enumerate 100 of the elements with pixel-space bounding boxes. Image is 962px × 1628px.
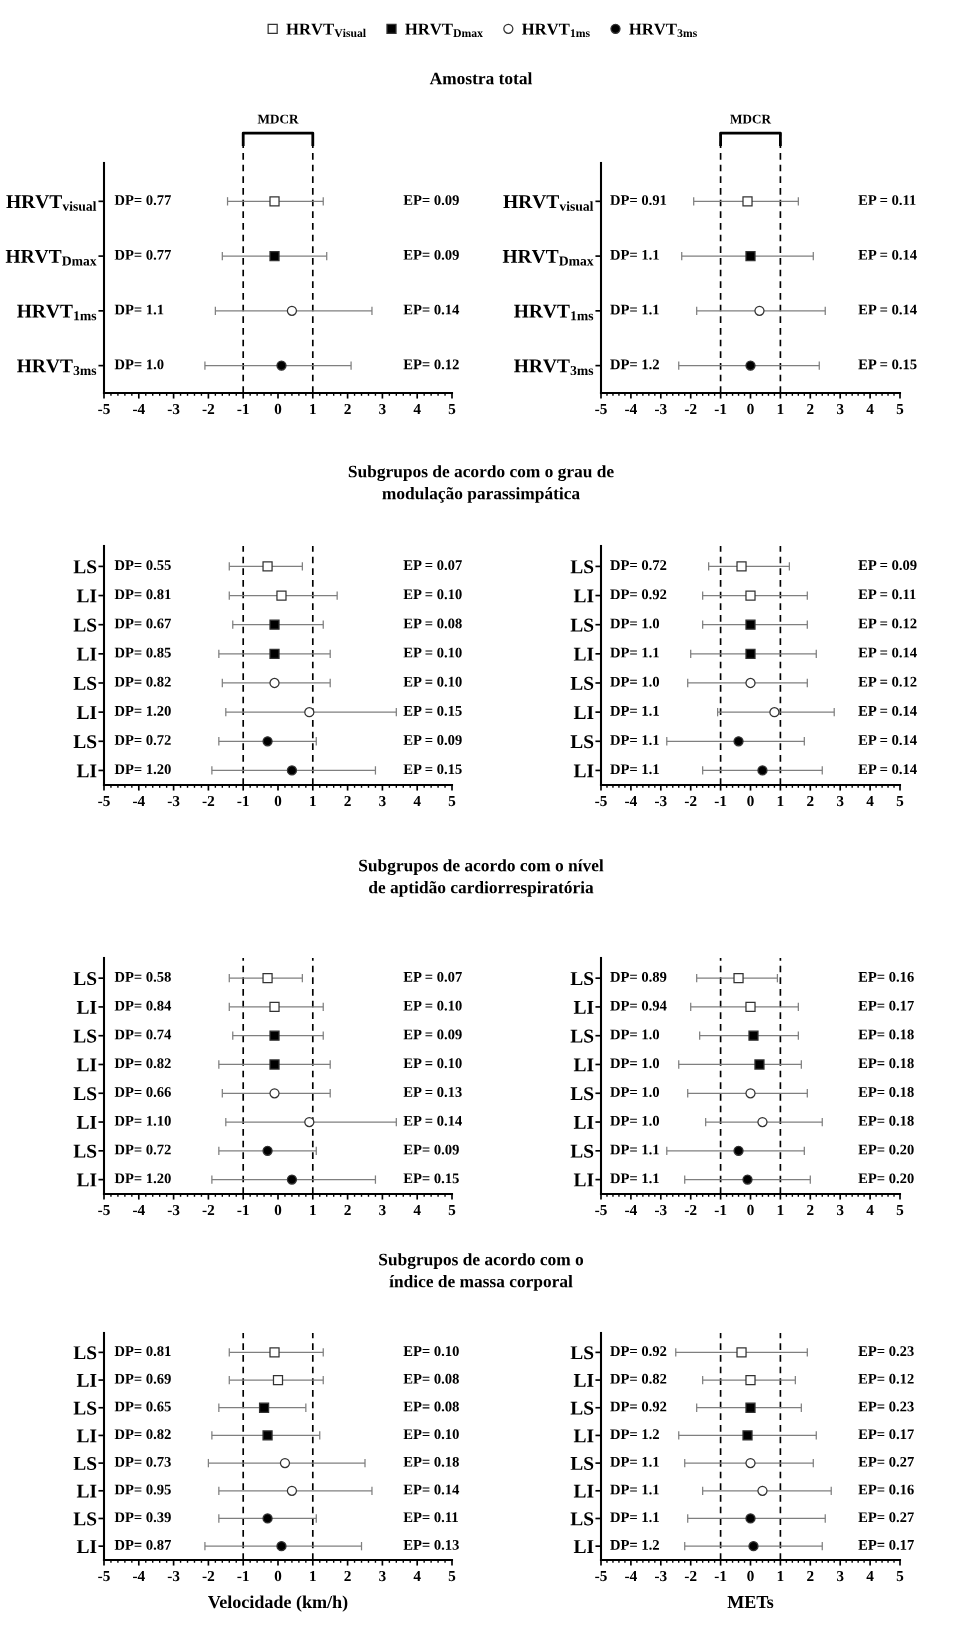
- y-tick-label: LS: [73, 1029, 97, 1043]
- annotation: EP = 0.14: [858, 647, 917, 658]
- x-tick-label: -5: [595, 796, 607, 807]
- annotation: EP = 0.11: [858, 589, 916, 600]
- x-tick-label: 4: [413, 403, 421, 415]
- y-tick-label: LS: [570, 560, 594, 574]
- y-tick-label: LS: [73, 1144, 97, 1158]
- point: [745, 619, 756, 630]
- point: [742, 1430, 753, 1441]
- point: [279, 1457, 291, 1469]
- annotation: EP = 0.07: [403, 971, 462, 982]
- point: [269, 1001, 280, 1013]
- annotation: DP= 0.74: [114, 1029, 172, 1040]
- x-tick-label: -4: [625, 1570, 637, 1582]
- x-tick-label: 5: [448, 1205, 456, 1216]
- annotation: EP= 0.08: [403, 1401, 459, 1412]
- y-tick-label: LI: [573, 589, 594, 603]
- y-tick-label: LI: [573, 1429, 594, 1443]
- annotation: DP= 0.82: [114, 676, 171, 687]
- annotation: DP= 1.0: [610, 1115, 660, 1126]
- y-tick-label: LS: [73, 1456, 97, 1471]
- x-tick-label: -2: [202, 403, 215, 415]
- point: [757, 1485, 768, 1496]
- point: [269, 619, 280, 630]
- annotation: EP = 0.14: [403, 1115, 462, 1126]
- point: [769, 706, 780, 718]
- annotation: EP= 0.18: [858, 1115, 914, 1126]
- annotation: EP = 0.08: [403, 618, 462, 629]
- point: [745, 648, 756, 659]
- y-tick-label: HRVT$_{1ms}$: [17, 304, 97, 321]
- x-tick-label: 2: [344, 1570, 351, 1582]
- annotation: DP= 1.1: [610, 249, 659, 260]
- x-tick-label: -1: [237, 1570, 249, 1582]
- x-tick-label: 4: [866, 1204, 874, 1216]
- x-tick-label: -5: [595, 404, 607, 415]
- annotation: DP= 0.69: [114, 1373, 171, 1384]
- annotation: DP= 0.82: [114, 1429, 171, 1440]
- annotation: EP = 0.09: [403, 735, 462, 745]
- point: [262, 561, 273, 572]
- point: [262, 1145, 273, 1156]
- x-tick-label: 5: [448, 1571, 456, 1582]
- y-tick-label: LI: [76, 1116, 97, 1129]
- annotation: EP= 0.27: [858, 1512, 914, 1523]
- annotation: DP= 1.1: [610, 706, 659, 716]
- annotation: EP= 0.23: [858, 1401, 914, 1412]
- annotation: DP= 1.2: [610, 1429, 659, 1440]
- annotation: EP = 0.10: [403, 589, 462, 600]
- annotation: DP= 0.92: [610, 1401, 667, 1412]
- annotation: EP = 0.10: [403, 1058, 462, 1069]
- x-tick-label: -3: [655, 795, 667, 807]
- point: [754, 1059, 765, 1070]
- annotation: EP= 0.18: [858, 1058, 914, 1069]
- annotation: EP = 0.15: [403, 705, 462, 716]
- x-tick-label: -3: [167, 403, 180, 415]
- x-tick-label: -2: [684, 1570, 697, 1582]
- y-tick-label: HRVT$_{Dmax}$: [502, 250, 594, 266]
- annotation: EP = 0.13: [403, 1087, 462, 1097]
- annotation: DP= 0.82: [114, 1058, 171, 1069]
- point: [276, 1541, 287, 1552]
- x-tick-label: -2: [202, 1204, 215, 1216]
- point: [757, 765, 768, 776]
- annotation: DP= 1.1: [114, 304, 164, 315]
- annotation: DP= 0.39: [114, 1512, 171, 1523]
- annotation: EP= 0.08: [403, 1373, 459, 1384]
- x-tick-label: 4: [866, 795, 874, 807]
- annotation: DP= 1.1: [610, 764, 659, 775]
- annotation: EP= 0.17: [858, 1539, 914, 1550]
- x-tick-label: -1: [714, 1204, 727, 1216]
- annotation: EP= 0.12: [403, 359, 459, 370]
- annotation: EP= 0.27: [858, 1456, 914, 1467]
- y-tick-label: LI: [76, 1374, 97, 1387]
- annotation: EP= 0.10: [403, 1346, 459, 1357]
- x-tick-label: -1: [714, 1570, 727, 1582]
- x-axis-title: Velocidade (km/h): [208, 1595, 348, 1612]
- x-tick-label: 3: [379, 1204, 386, 1216]
- x-tick-label: -3: [655, 1204, 667, 1216]
- y-tick-label: LS: [570, 1346, 594, 1360]
- x-tick-label: -3: [167, 1570, 180, 1582]
- x-tick-label: 2: [344, 795, 351, 807]
- point: [286, 765, 298, 776]
- annotation: EP= 0.17: [858, 1000, 914, 1011]
- x-tick-label: -1: [237, 403, 249, 415]
- y-tick-label: LS: [73, 676, 97, 690]
- y-tick-label: LI: [573, 1374, 594, 1387]
- annotation: DP= 1.20: [114, 705, 171, 716]
- annotation: EP = 0.12: [858, 676, 917, 687]
- y-tick-label: LI: [573, 1116, 594, 1129]
- y-tick-label: LS: [73, 972, 97, 986]
- x-tick-label: -5: [595, 1205, 607, 1216]
- x-tick-label: -1: [714, 795, 727, 807]
- annotation: DP= 0.92: [610, 1346, 667, 1357]
- y-tick-label: LS: [73, 1346, 97, 1360]
- annotation: DP= 0.72: [610, 560, 667, 571]
- annotation: EP= 0.16: [858, 971, 914, 982]
- annotation: EP= 0.18: [858, 1029, 914, 1040]
- chart-title: Amostra total: [429, 72, 533, 85]
- point: [745, 1088, 756, 1099]
- annotation: DP= 1.1: [610, 1484, 659, 1495]
- annotation: DP= 0.81: [114, 589, 171, 600]
- point: [757, 1116, 768, 1128]
